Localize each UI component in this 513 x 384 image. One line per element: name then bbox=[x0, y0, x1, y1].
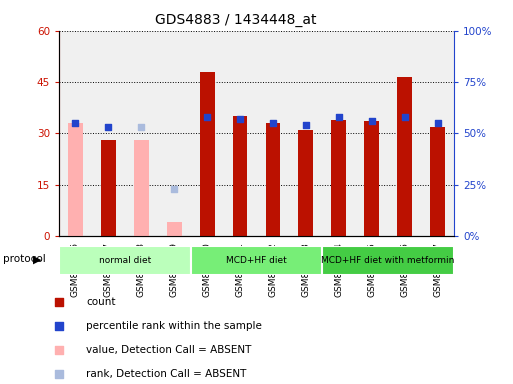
Point bbox=[55, 371, 63, 377]
Text: ▶: ▶ bbox=[33, 254, 42, 264]
Point bbox=[137, 124, 145, 130]
Text: percentile rank within the sample: percentile rank within the sample bbox=[86, 321, 262, 331]
Text: GDS4883 / 1434448_at: GDS4883 / 1434448_at bbox=[155, 13, 317, 27]
Point bbox=[334, 114, 343, 120]
Bar bbox=[59, 31, 92, 236]
Bar bbox=[200, 72, 214, 236]
Bar bbox=[191, 246, 322, 275]
Bar bbox=[388, 31, 421, 236]
Bar bbox=[59, 246, 191, 275]
Point bbox=[236, 116, 244, 122]
Bar bbox=[92, 31, 125, 236]
Text: value, Detection Call = ABSENT: value, Detection Call = ABSENT bbox=[86, 345, 251, 355]
Bar bbox=[224, 31, 256, 236]
Point bbox=[269, 120, 277, 126]
Bar bbox=[167, 222, 182, 236]
Bar bbox=[125, 31, 157, 236]
Point bbox=[55, 323, 63, 329]
Point bbox=[203, 114, 211, 120]
Point bbox=[433, 120, 442, 126]
Bar bbox=[266, 123, 281, 236]
Bar bbox=[430, 127, 445, 236]
Text: normal diet: normal diet bbox=[98, 256, 151, 265]
Point bbox=[401, 114, 409, 120]
Bar bbox=[322, 246, 454, 275]
Bar bbox=[157, 31, 191, 236]
Text: count: count bbox=[86, 297, 116, 307]
Bar bbox=[289, 31, 322, 236]
Point bbox=[302, 122, 310, 128]
Point bbox=[368, 118, 376, 124]
Bar bbox=[134, 140, 149, 236]
Bar bbox=[256, 31, 289, 236]
Bar bbox=[355, 31, 388, 236]
Bar bbox=[101, 140, 116, 236]
Point bbox=[55, 347, 63, 353]
Text: rank, Detection Call = ABSENT: rank, Detection Call = ABSENT bbox=[86, 369, 247, 379]
Point bbox=[55, 299, 63, 305]
Bar bbox=[421, 31, 454, 236]
Point bbox=[170, 186, 179, 192]
Bar bbox=[364, 121, 379, 236]
Bar bbox=[299, 130, 313, 236]
Point bbox=[71, 120, 80, 126]
Bar bbox=[331, 120, 346, 236]
Text: MCD+HF diet with metformin: MCD+HF diet with metformin bbox=[322, 256, 455, 265]
Bar bbox=[191, 31, 224, 236]
Text: protocol: protocol bbox=[3, 254, 45, 264]
Point bbox=[104, 124, 112, 130]
Bar bbox=[232, 116, 247, 236]
Bar bbox=[68, 123, 83, 236]
Text: MCD+HF diet: MCD+HF diet bbox=[226, 256, 287, 265]
Bar bbox=[397, 77, 412, 236]
Bar bbox=[322, 31, 355, 236]
